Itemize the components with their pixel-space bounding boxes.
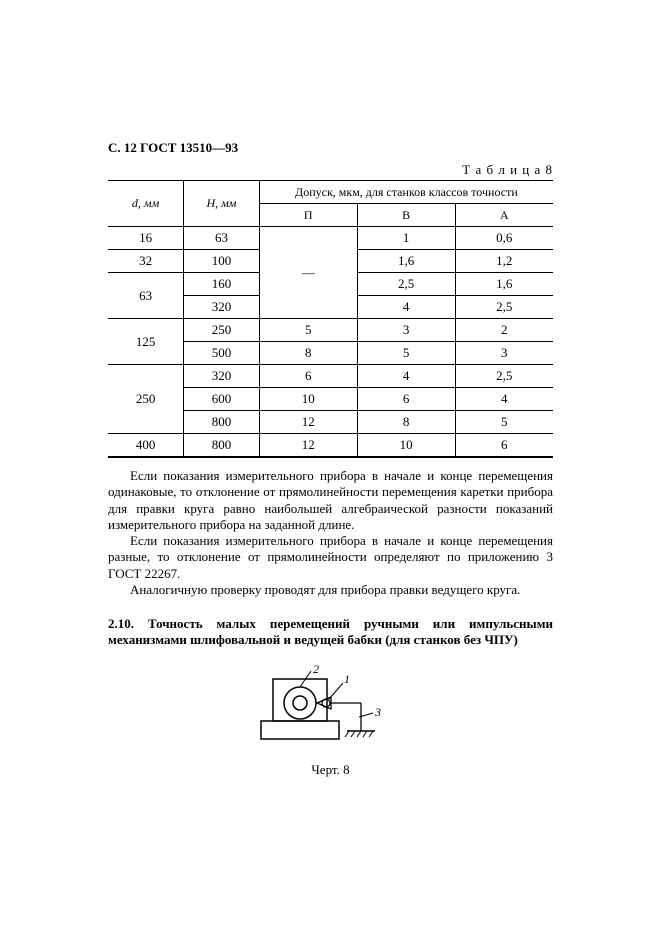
cell-H: 320 <box>184 365 260 388</box>
cell-A: 2,5 <box>455 365 553 388</box>
figure-8: 2 1 3 Черт. 8 <box>108 663 553 778</box>
page: С. 12 ГОСТ 13510—93 Т а б л и ц а 8 d, м… <box>0 0 661 935</box>
cell-d: 63 <box>108 273 184 319</box>
cell-A: 6 <box>455 434 553 458</box>
table-caption: Т а б л и ц а 8 <box>108 162 553 178</box>
cell-V: 6 <box>357 388 455 411</box>
th-tolerance: Допуск, мкм, для станков классов точност… <box>259 181 553 204</box>
cell-P: 8 <box>259 342 357 365</box>
cell-V: 10 <box>357 434 455 458</box>
cell-V: 4 <box>357 296 455 319</box>
fig-label-1: 1 <box>344 672 350 686</box>
cell-H: 500 <box>184 342 260 365</box>
cell-H: 320 <box>184 296 260 319</box>
cell-A: 1,6 <box>455 273 553 296</box>
cell-P: 5 <box>259 319 357 342</box>
section-title: 2.10. Точность малых перемещений ручными… <box>108 616 553 649</box>
cell-P: 6 <box>259 365 357 388</box>
cell-d: 32 <box>108 250 184 273</box>
cell-A: 3 <box>455 342 553 365</box>
th-A: А <box>455 204 553 227</box>
cell-d: 16 <box>108 227 184 250</box>
cell-V: 8 <box>357 411 455 434</box>
th-d: d, мм <box>108 181 184 227</box>
cell-P-dash: — <box>259 227 357 319</box>
cell-V: 3 <box>357 319 455 342</box>
paragraph-3: Аналогичную проверку проводят для прибор… <box>108 582 553 598</box>
cell-H: 600 <box>184 388 260 411</box>
cell-V: 5 <box>357 342 455 365</box>
cell-V: 4 <box>357 365 455 388</box>
cell-d: 250 <box>108 365 184 434</box>
table-row: 400 800 12 10 6 <box>108 434 553 458</box>
cell-H: 63 <box>184 227 260 250</box>
cell-A: 1,2 <box>455 250 553 273</box>
cell-V: 1 <box>357 227 455 250</box>
cell-H: 100 <box>184 250 260 273</box>
table-row: 250 320 6 4 2,5 <box>108 365 553 388</box>
cell-A: 4 <box>455 388 553 411</box>
th-V: В <box>357 204 455 227</box>
table-row: 125 250 5 3 2 <box>108 319 553 342</box>
page-header: С. 12 ГОСТ 13510—93 <box>108 140 553 156</box>
th-H: H, мм <box>184 181 260 227</box>
cell-A: 5 <box>455 411 553 434</box>
cell-V: 2,5 <box>357 273 455 296</box>
diagram-icon: 2 1 3 <box>251 663 411 753</box>
cell-H: 160 <box>184 273 260 296</box>
cell-P: 12 <box>259 411 357 434</box>
cell-P: 10 <box>259 388 357 411</box>
cell-d: 400 <box>108 434 184 458</box>
cell-H: 800 <box>184 434 260 458</box>
th-P: П <box>259 204 357 227</box>
cell-A: 2 <box>455 319 553 342</box>
cell-P: 12 <box>259 434 357 458</box>
cell-A: 0,6 <box>455 227 553 250</box>
fig-label-3: 3 <box>374 705 381 719</box>
cell-A: 2,5 <box>455 296 553 319</box>
cell-V: 1,6 <box>357 250 455 273</box>
table-row: 16 63 — 1 0,6 <box>108 227 553 250</box>
fig-label-2: 2 <box>313 663 319 676</box>
paragraph-1: Если показания измерительного прибора в … <box>108 468 553 533</box>
paragraph-2: Если показания измерительного прибора в … <box>108 533 553 582</box>
spec-table: d, мм H, мм Допуск, мкм, для станков кла… <box>108 180 553 458</box>
cell-d: 125 <box>108 319 184 365</box>
figure-caption: Черт. 8 <box>108 762 553 778</box>
cell-H: 250 <box>184 319 260 342</box>
cell-H: 800 <box>184 411 260 434</box>
